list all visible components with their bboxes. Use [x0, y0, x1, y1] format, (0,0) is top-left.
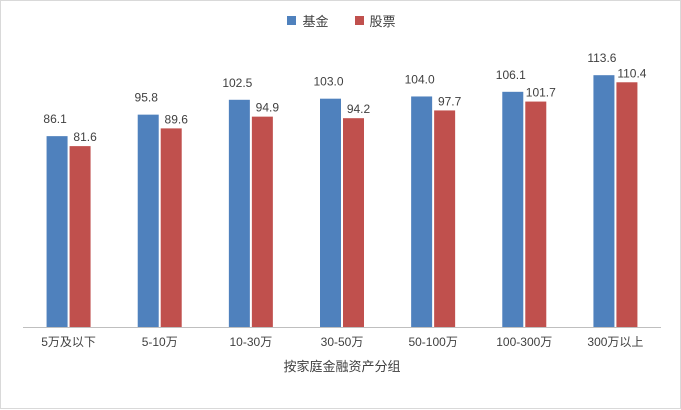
value-labels-group: 86.1 81.6 95.8 89.6 102.5 94.9 103.0 94.2 104.09… [43, 51, 646, 144]
value-label-stock-6: 110.4 [617, 66, 646, 80]
value-label-fund-3: 103.0 [313, 75, 343, 89]
value-label-fund-4: 104.0 [405, 72, 435, 86]
bar-fund-6 [593, 75, 615, 327]
x-tick-label-2: 10-30万 [230, 335, 273, 349]
bar-stock-3 [343, 118, 364, 327]
legend: 基金 股票 [1, 11, 681, 30]
x-tick-label-5: 100-300万 [496, 335, 552, 349]
value-label-fund-2: 102.5 [222, 76, 252, 90]
bar-fund-5 [502, 91, 524, 327]
bar-fund-1 [137, 114, 159, 327]
legend-item-stock: 股票 [354, 11, 396, 30]
x-axis-title: 按家庭金融资产分组 [283, 359, 400, 374]
bar-stock-1 [160, 128, 182, 327]
value-label-stock-4: 97.7 [438, 94, 462, 108]
value-label-fund-5: 106.1 [496, 68, 526, 82]
value-label-fund-0: 86.1 [43, 112, 67, 126]
legend-swatch-fund [287, 16, 297, 25]
value-label-stock-1: 89.6 [165, 112, 189, 126]
x-tick-label-0: 5万及以下 [41, 335, 96, 349]
value-label-fund-1: 95.8 [135, 91, 159, 105]
bar-fund-3 [320, 98, 341, 327]
x-tick-label-1: 5-10万 [142, 335, 178, 349]
x-tick-label-6: 300万以上 [587, 335, 643, 349]
value-label-stock-0: 81.6 [73, 130, 97, 144]
legend-swatch-stock [354, 16, 364, 25]
value-label-stock-2: 94.9 [256, 101, 280, 115]
bar-stock-6 [616, 82, 638, 327]
bar-fund-0 [46, 136, 68, 327]
bar-stock-2 [251, 116, 273, 327]
value-label-stock-5: 101.7 [526, 86, 556, 100]
x-tick-label-3: 30-50万 [321, 335, 364, 349]
x-tick-label-4: 50-100万 [408, 335, 457, 349]
legend-item-fund: 基金 [287, 11, 329, 30]
bar-stock-5 [525, 101, 547, 327]
bar-fund-4 [411, 96, 433, 327]
value-label-stock-3: 94.2 [347, 102, 371, 116]
value-label-fund-6: 113.6 [587, 51, 616, 65]
bar-stock-0 [69, 146, 91, 327]
bars-group [46, 75, 638, 328]
legend-label-fund: 基金 [302, 14, 329, 29]
x-tick-labels-group: 5万及以下 5-10万 10-30万 30-50万 50-100万 100-300万 300… [41, 335, 643, 349]
bar-fund-2 [228, 99, 250, 328]
legend-label-stock: 股票 [369, 14, 396, 29]
bar-stock-4 [434, 110, 456, 327]
